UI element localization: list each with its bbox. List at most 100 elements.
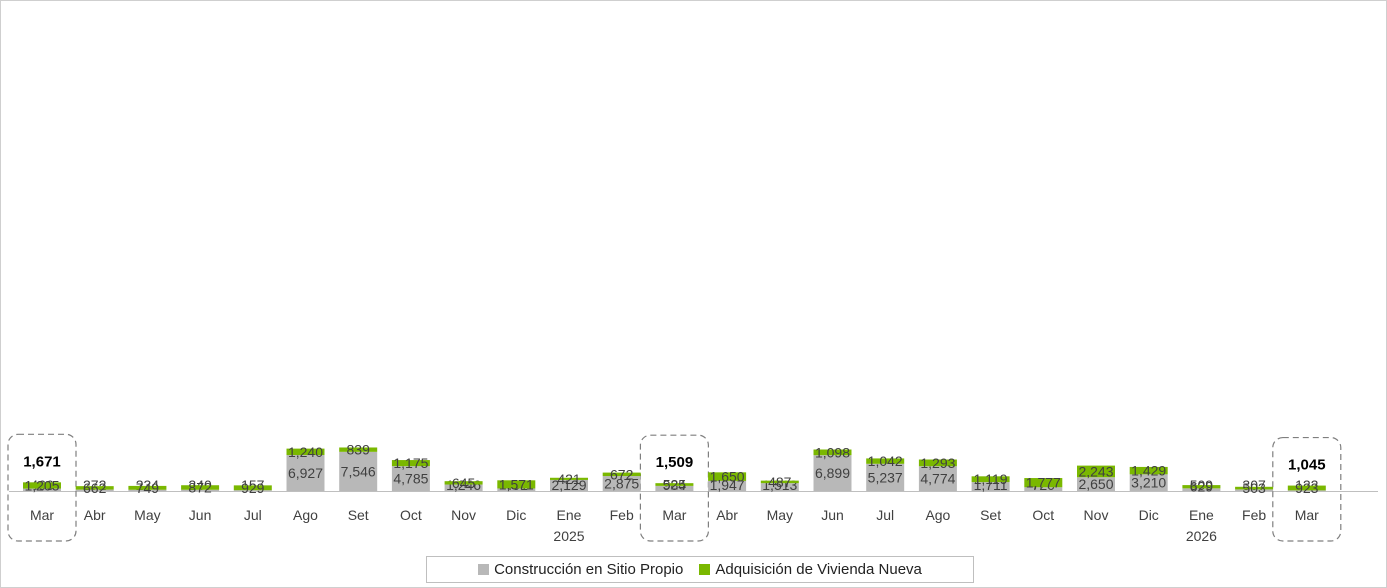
bar-adquisicion — [339, 447, 378, 452]
x-tick-label: Abr — [716, 507, 738, 523]
x-tick-label: Nov — [451, 507, 476, 523]
bar-adquisicion — [550, 477, 588, 480]
x-tick-label: Abr — [84, 507, 106, 523]
x-year-label: 2026 — [1186, 528, 1217, 544]
bar-construccion — [1182, 488, 1221, 491]
x-tick-label: Oct — [1032, 507, 1054, 523]
x-tick-label: May — [134, 507, 160, 523]
legend-item-construccion: Construcción en Sitio Propio — [478, 561, 683, 578]
bar-construccion — [760, 483, 799, 491]
data-label-adquisicion: 1,571 — [499, 476, 534, 492]
data-label-adquisicion: 2,243 — [1078, 463, 1113, 479]
bar-adquisicion — [866, 458, 905, 464]
data-label-adquisicion: 1,119 — [974, 471, 1008, 487]
bar-adquisicion — [75, 486, 114, 490]
data-label-construccion: 3,210 — [1131, 475, 1166, 491]
bar-adquisicion — [602, 472, 641, 477]
x-tick-label: Ene — [1189, 507, 1214, 523]
data-label-construccion: 6,927 — [288, 465, 323, 481]
data-label-adquisicion: 629 — [1190, 479, 1214, 495]
bar-construccion — [75, 489, 114, 491]
x-tick-label: Ago — [925, 507, 950, 523]
x-year-label: 2025 — [553, 528, 584, 544]
bar-adquisicion — [708, 472, 747, 481]
data-label-construccion: 4,785 — [393, 471, 428, 487]
bar-adquisicion — [1024, 478, 1063, 488]
x-tick-label: Jul — [244, 507, 262, 523]
data-label-construccion: 509 — [1190, 477, 1214, 493]
bar-adquisicion — [813, 449, 852, 456]
x-tick-label: Dic — [1139, 507, 1159, 523]
x-tick-label: Set — [980, 507, 1001, 523]
data-label-adquisicion: 1,429 — [1131, 463, 1166, 479]
stacked-bar-chart: 4661,205Mar272662Abr234749May240872Jun15… — [7, 433, 1378, 544]
data-label-adquisicion: 749 — [136, 480, 160, 496]
data-label-adquisicion: 1,240 — [288, 444, 323, 460]
data-label-adquisicion: 839 — [347, 442, 371, 458]
data-label-adquisicion: 672 — [610, 466, 634, 482]
bar-construccion — [23, 488, 61, 491]
bar-adquisicion — [233, 485, 272, 491]
data-label-adquisicion: 421 — [557, 471, 581, 487]
bar-construccion — [1024, 487, 1063, 491]
x-tick-label: Oct — [400, 507, 422, 523]
data-label-adquisicion: 503 — [1242, 480, 1266, 496]
x-tick-label: Mar — [1295, 507, 1319, 523]
legend-item-adquisicion: Adquisición de Vivienda Nueva — [699, 561, 922, 578]
bar-adquisicion — [1077, 465, 1115, 478]
bar-construccion — [128, 489, 167, 491]
x-tick-label: Feb — [1242, 507, 1266, 523]
bar-construccion — [444, 484, 483, 491]
bar-construccion — [550, 479, 588, 491]
data-label-construccion: 4,774 — [920, 471, 955, 487]
data-label-construccion: 6,899 — [815, 465, 850, 481]
total-label: 1,045 — [1288, 457, 1326, 474]
bar-construccion — [497, 488, 536, 491]
x-tick-label: Mar — [30, 507, 54, 523]
data-label-construccion: 2,650 — [1078, 476, 1113, 492]
bar-construccion — [181, 489, 220, 491]
bar-adquisicion — [655, 483, 694, 486]
bar-adquisicion — [128, 485, 167, 490]
bar-adquisicion — [918, 459, 957, 467]
bar-adquisicion — [971, 476, 1010, 483]
data-label-adquisicion: 872 — [188, 479, 212, 495]
bar-adquisicion — [391, 460, 430, 467]
bar-adquisicion — [1235, 486, 1274, 490]
bar-construccion — [813, 455, 852, 491]
x-tick-label: Jun — [189, 507, 212, 523]
data-label-adquisicion: 923 — [1295, 480, 1319, 496]
data-label-adquisicion: 1,042 — [868, 453, 903, 469]
data-label-adquisicion: 1,098 — [815, 444, 850, 460]
bar-construccion — [1287, 490, 1326, 491]
data-label-construccion: 7,546 — [341, 463, 376, 479]
bar-adquisicion — [1182, 485, 1221, 489]
data-label-adquisicion: 1,175 — [393, 455, 428, 471]
data-label-construccion: 2,875 — [604, 476, 639, 492]
x-tick-label: Nov — [1084, 507, 1109, 523]
data-label-construccion: 1,246 — [446, 477, 481, 493]
x-tick-label: Ene — [557, 507, 582, 523]
x-tick-label: Ago — [293, 507, 318, 523]
data-label-adquisicion: 1,293 — [920, 455, 955, 471]
bar-construccion — [708, 480, 747, 491]
bar-construccion — [1077, 477, 1115, 491]
total-label: 1,671 — [23, 453, 61, 470]
data-label-construccion: 2,129 — [551, 477, 586, 493]
bar-adquisicion — [1129, 466, 1168, 475]
data-label-adquisicion: 662 — [83, 480, 107, 496]
legend-swatch-adquisicion — [699, 564, 711, 575]
x-tick-label: Mar — [662, 507, 686, 523]
data-label-adquisicion: 1,650 — [710, 469, 745, 485]
bar-adquisicion — [286, 448, 325, 456]
data-label-adquisicion: 645 — [452, 475, 476, 491]
data-label-construccion: 1,947 — [710, 477, 745, 493]
bar-adquisicion — [760, 480, 799, 484]
bar-construccion — [339, 451, 378, 491]
legend-label-construccion: Construcción en Sitio Propio — [494, 561, 684, 578]
bar-adquisicion — [1287, 485, 1326, 491]
x-tick-label: Set — [348, 507, 369, 523]
x-tick-label: Jul — [876, 507, 894, 523]
data-label-adquisicion: 525 — [663, 477, 687, 493]
